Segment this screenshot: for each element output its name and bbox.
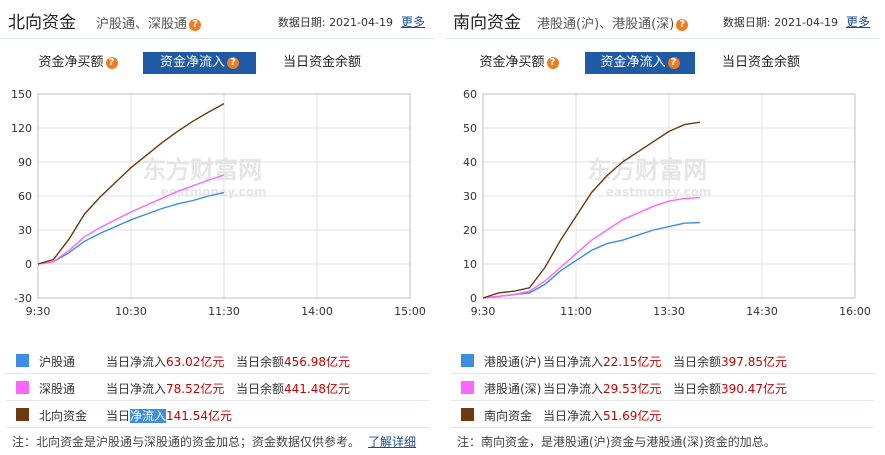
- legend-table: 港股通(沪) 当日净流入22.15亿元 当日余额397.85亿元 港股通(深) …: [451, 347, 874, 428]
- legend-name: 港股通(沪): [484, 355, 542, 369]
- help-icon[interactable]: ?: [676, 18, 689, 31]
- y-tick-label: 0: [470, 292, 477, 305]
- help-icon[interactable]: ?: [227, 56, 239, 69]
- legend-swatch: [16, 381, 29, 394]
- plot-frame: [37, 93, 411, 299]
- legend-inflow: 当日净流入141.54亿元: [106, 409, 233, 423]
- y-tick-label: 90: [18, 156, 32, 169]
- legend-row: 沪股通 当日净流入63.02亿元 当日余额456.98亿元: [6, 347, 429, 374]
- footnote: 注：北向资金是沪股通与深股通的资金加总；资金数据仅供参考。 了解详细: [12, 435, 417, 449]
- y-tick-label: 0: [25, 258, 32, 271]
- legend-balance: 当日余额456.98亿元: [236, 355, 351, 369]
- y-tick-label: 60: [18, 190, 32, 203]
- more-link[interactable]: 更多: [400, 15, 425, 29]
- data-date: 数据日期: 2021-04-19: [277, 16, 393, 29]
- legend-swatch: [461, 408, 474, 421]
- help-icon[interactable]: ?: [667, 56, 680, 69]
- x-tick-label: 9:30: [471, 305, 496, 318]
- legend-inflow: 当日净流入29.53亿元: [543, 382, 662, 396]
- y-tick-label: 120: [11, 122, 32, 135]
- x-tick-label: 10:30: [115, 305, 147, 318]
- legend-balance: 当日余额397.85亿元: [673, 355, 788, 369]
- legend-row: 港股通(沪) 当日净流入22.15亿元 当日余额397.85亿元: [451, 347, 874, 374]
- legend-table: 沪股通 当日净流入63.02亿元 当日余额456.98亿元 深股通 当日净流入7…: [6, 347, 429, 428]
- help-icon[interactable]: ?: [546, 56, 559, 69]
- tab-day-balance[interactable]: 当日资金余额: [282, 55, 361, 70]
- legend-name: 北向资金: [39, 409, 88, 423]
- legend-name: 港股通(深): [484, 382, 542, 396]
- x-tick-label: 11:00: [560, 305, 592, 318]
- legend-row: 南向资金 当日净流入51.69亿元: [451, 401, 874, 428]
- series-line: [482, 197, 701, 299]
- series-line: [37, 174, 225, 265]
- watermark-text: 东方财富网: [142, 156, 262, 184]
- legend-balance: 当日余额390.47亿元: [673, 382, 788, 396]
- legend-swatch: [16, 408, 29, 421]
- y-tick-label: 150: [11, 88, 32, 101]
- footnote: 注：南向资金，是港股通(沪)资金与港股通(深)资金的加总。: [457, 435, 776, 449]
- tab-net-buy[interactable]: 资金净买额?: [471, 52, 567, 74]
- help-icon[interactable]: ?: [105, 56, 118, 69]
- legend-row: 深股通 当日净流入78.52亿元 当日余额441.48亿元: [6, 374, 429, 401]
- legend-name: 深股通: [39, 382, 76, 396]
- tab-net-buy[interactable]: 资金净买额?: [30, 52, 126, 74]
- panel-title: 北向资金: [8, 13, 76, 33]
- watermark-subtext: eastmoney.com: [606, 185, 712, 199]
- southbound-panel: 南向资金 港股通(沪)、港股通(深)? 数据日期: 2021-04-19 更多 …: [445, 0, 880, 455]
- x-tick-label: 14:00: [301, 305, 333, 318]
- tab-day-balance[interactable]: 当日资金余额: [721, 55, 800, 70]
- plot-frame: [482, 93, 856, 299]
- y-tick-label: 60: [463, 88, 477, 101]
- y-tick-label: 20: [463, 224, 477, 237]
- series-line: [37, 191, 225, 265]
- series-line: [37, 102, 225, 265]
- legend-name: 沪股通: [39, 355, 76, 369]
- y-tick-label: 50: [463, 122, 477, 135]
- series-line: [482, 221, 701, 299]
- panel-title: 南向资金: [453, 13, 521, 33]
- series-line: [482, 121, 701, 299]
- tab-bar: 资金净买额? 资金净流入? 当日资金余额: [445, 52, 880, 76]
- y-tick-label: 30: [18, 224, 32, 237]
- panel-subtitle: 沪股通、深股通?: [96, 13, 202, 32]
- legend-swatch: [461, 381, 474, 394]
- y-tick-label: 30: [463, 190, 477, 203]
- data-date: 数据日期: 2021-04-19: [722, 16, 838, 29]
- legend-inflow: 当日净流入78.52亿元: [106, 382, 225, 396]
- tab-net-inflow[interactable]: 资金净流入?: [585, 52, 695, 74]
- legend-row: 港股通(深) 当日净流入29.53亿元 当日余额390.47亿元: [451, 374, 874, 401]
- legend-inflow: 当日净流入63.02亿元: [106, 355, 225, 369]
- x-tick-label: 13:30: [653, 305, 685, 318]
- tab-bar: 资金净买额? 资金净流入? 当日资金余额: [0, 52, 435, 76]
- y-tick-label: -30: [14, 292, 32, 305]
- legend-swatch: [16, 354, 29, 367]
- legend-swatch: [461, 354, 474, 367]
- northbound-panel: 北向资金 沪股通、深股通? 数据日期: 2021-04-19 更多 资金净买额?…: [0, 0, 435, 455]
- panel-header: 南向资金 港股通(沪)、港股通(深)? 数据日期: 2021-04-19 更多: [445, 0, 880, 39]
- y-tick-label: 10: [463, 258, 477, 271]
- legend-inflow: 当日净流入22.15亿元: [543, 355, 662, 369]
- legend-inflow: 当日净流入51.69亿元: [543, 409, 662, 423]
- x-tick-label: 9:30: [26, 305, 51, 318]
- learn-more-link[interactable]: 了解详细: [368, 435, 417, 449]
- watermark-text: 东方财富网: [587, 156, 707, 184]
- more-link[interactable]: 更多: [845, 15, 870, 29]
- legend-name: 南向资金: [484, 409, 533, 423]
- x-tick-label: 15:00: [394, 305, 426, 318]
- x-tick-label: 14:30: [746, 305, 778, 318]
- legend-balance: 当日余额441.48亿元: [236, 382, 351, 396]
- y-tick-label: 40: [463, 156, 477, 169]
- tab-net-inflow[interactable]: 资金净流入?: [143, 52, 256, 74]
- help-icon[interactable]: ?: [189, 18, 202, 31]
- panel-subtitle: 港股通(沪)、港股通(深)?: [537, 13, 689, 32]
- x-tick-label: 11:30: [208, 305, 240, 318]
- panel-header: 北向资金 沪股通、深股通? 数据日期: 2021-04-19 更多: [0, 0, 435, 39]
- x-tick-label: 16:00: [839, 305, 871, 318]
- legend-row: 北向资金 当日净流入141.54亿元: [6, 401, 429, 428]
